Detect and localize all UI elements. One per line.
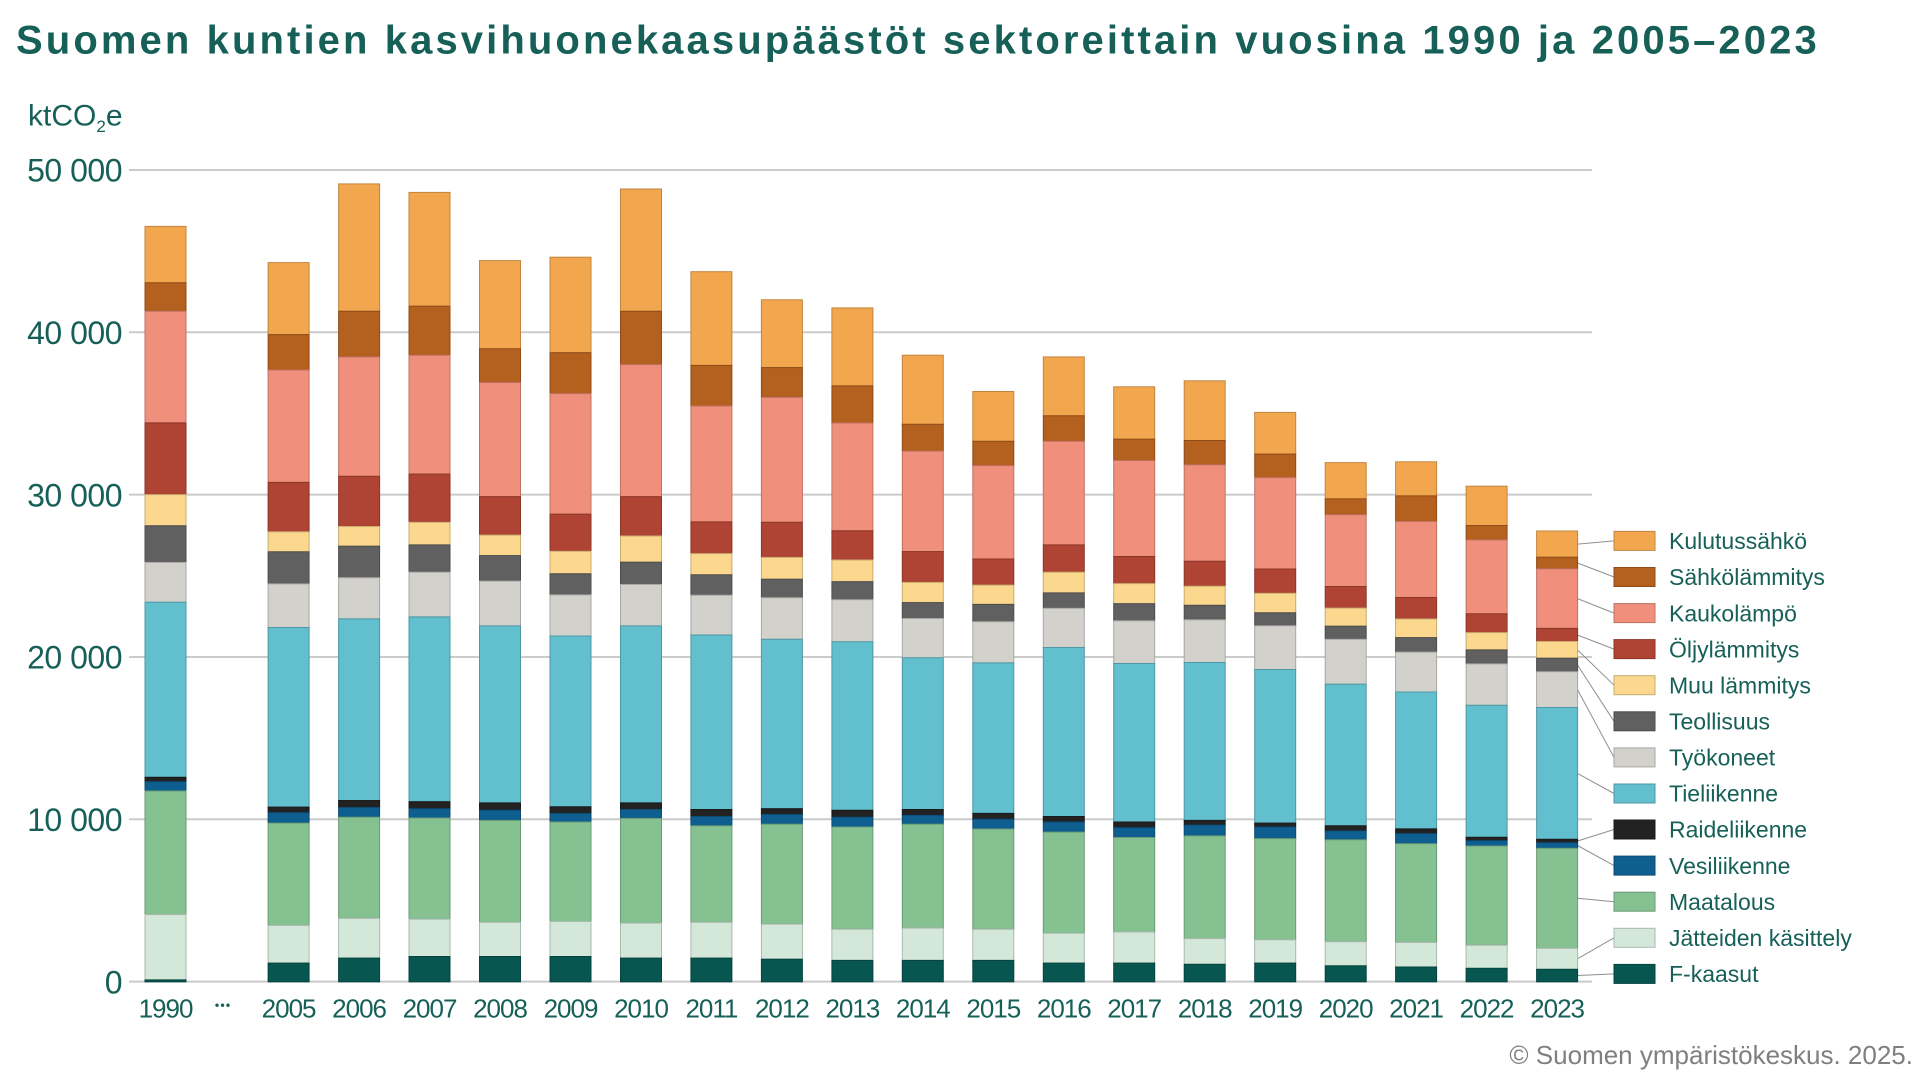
- svg-text:10 000: 10 000: [27, 802, 122, 838]
- svg-text:2011: 2011: [685, 994, 737, 1024]
- svg-text:30 000: 30 000: [27, 477, 122, 513]
- svg-text:Sähkölämmitys: Sähkölämmitys: [1669, 564, 1825, 590]
- svg-text:2014: 2014: [896, 994, 950, 1024]
- svg-text:2020: 2020: [1319, 994, 1373, 1024]
- svg-text:2009: 2009: [544, 994, 598, 1024]
- svg-text:Öljylämmitys: Öljylämmitys: [1669, 636, 1799, 662]
- svg-text:2005: 2005: [262, 994, 316, 1024]
- svg-text:© Suomen ympäristökeskus. 2025: © Suomen ympäristökeskus. 2025.: [1509, 1040, 1913, 1070]
- svg-text:2022: 2022: [1460, 994, 1514, 1024]
- svg-text:Tieliikenne: Tieliikenne: [1669, 781, 1778, 807]
- svg-text:Jätteiden käsittely: Jätteiden käsittely: [1669, 925, 1852, 951]
- svg-text:Työkoneet: Työkoneet: [1669, 745, 1776, 771]
- svg-text:2021: 2021: [1389, 994, 1443, 1024]
- svg-text:2015: 2015: [966, 994, 1020, 1024]
- svg-text:50 000: 50 000: [27, 153, 122, 189]
- svg-text:2018: 2018: [1178, 994, 1232, 1024]
- svg-text:2007: 2007: [403, 994, 457, 1024]
- svg-text:Suomen kuntien kasvihuonekaasu: Suomen kuntien kasvihuonekaasupäästöt se…: [16, 19, 1820, 63]
- svg-text:Muu lämmitys: Muu lämmitys: [1669, 672, 1811, 698]
- svg-text:2019: 2019: [1248, 994, 1302, 1024]
- svg-text:Maatalous: Maatalous: [1669, 889, 1775, 915]
- svg-text:1990: 1990: [139, 994, 193, 1024]
- svg-text:2023: 2023: [1530, 994, 1584, 1024]
- svg-text:2016: 2016: [1037, 994, 1091, 1024]
- svg-text:ktCO2e: ktCO2e: [28, 100, 123, 137]
- svg-text:2006: 2006: [332, 994, 386, 1024]
- svg-text:Teollisuus: Teollisuus: [1669, 709, 1770, 735]
- svg-text:2008: 2008: [473, 994, 527, 1024]
- svg-text:40 000: 40 000: [27, 315, 122, 351]
- svg-text:F-kaasut: F-kaasut: [1669, 961, 1759, 987]
- svg-text:0: 0: [105, 964, 122, 1000]
- svg-text:2012: 2012: [755, 994, 809, 1024]
- svg-text:2017: 2017: [1107, 994, 1161, 1024]
- svg-text:Vesiliikenne: Vesiliikenne: [1669, 853, 1790, 879]
- svg-text:Kaukolämpö: Kaukolämpö: [1669, 600, 1797, 626]
- svg-text:2010: 2010: [614, 994, 668, 1024]
- svg-text:Kulutussähkö: Kulutussähkö: [1669, 528, 1807, 554]
- svg-text:Raideliikenne: Raideliikenne: [1669, 817, 1807, 843]
- svg-text:20 000: 20 000: [27, 640, 122, 676]
- svg-text:2013: 2013: [825, 994, 879, 1024]
